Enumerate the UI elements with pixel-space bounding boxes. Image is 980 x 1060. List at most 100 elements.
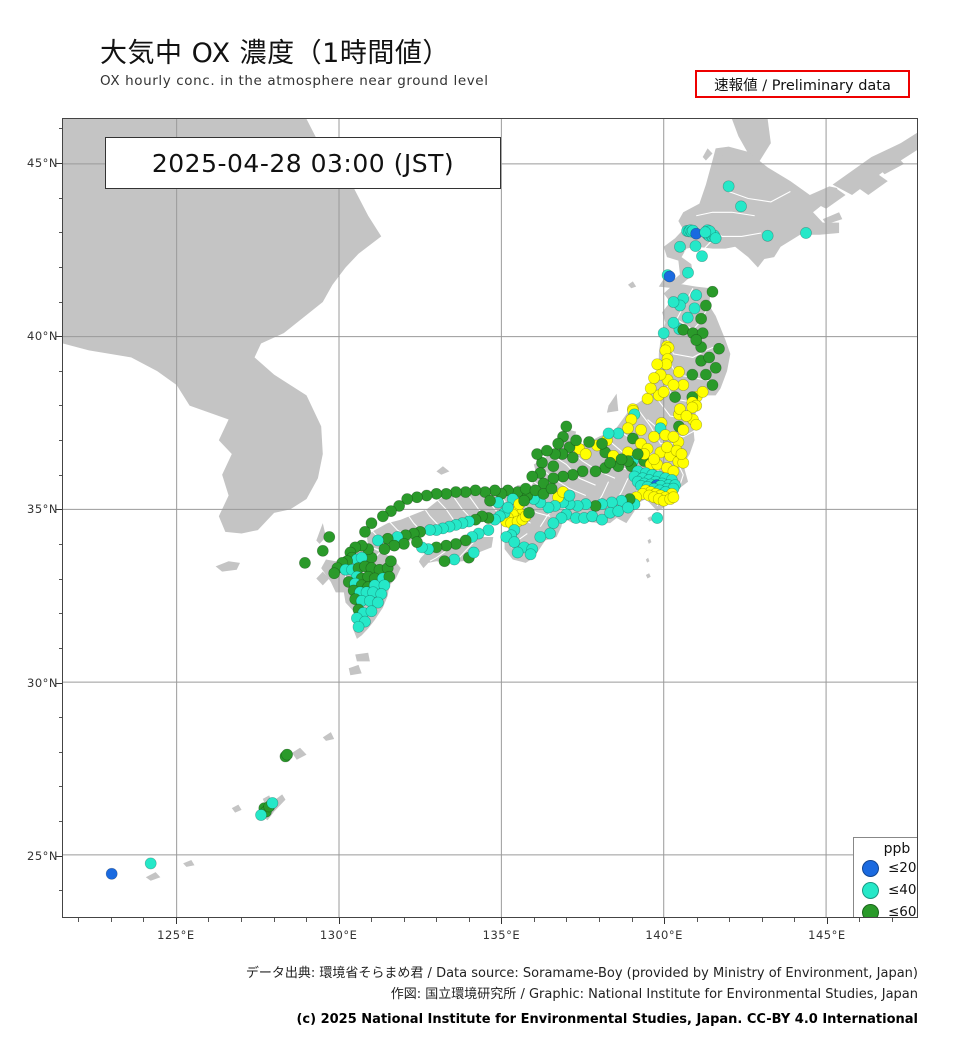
lon-minor-tick [241, 918, 242, 922]
legend-label: ≤60 [888, 904, 917, 918]
island-ishigaki [145, 872, 161, 881]
station-point [677, 424, 690, 436]
station-point [700, 368, 712, 381]
island-miyako [183, 860, 195, 867]
station-point [657, 386, 670, 398]
lat-minor-tick [58, 647, 62, 649]
map-canvas [63, 119, 917, 917]
graticule-layer [63, 119, 917, 917]
station-point [706, 285, 719, 298]
station-point [540, 444, 553, 457]
station-point [440, 539, 453, 552]
station-point [648, 453, 660, 466]
lon-minor-tick [143, 918, 145, 922]
station-point [359, 525, 371, 538]
station-point [713, 342, 725, 355]
lat-minor-tick [58, 821, 62, 823]
station-point [401, 493, 414, 505]
lat-tick-label: 35°N [27, 502, 58, 517]
station-point [735, 200, 747, 213]
station-point [690, 334, 703, 346]
station-point [365, 517, 378, 530]
station-point [393, 500, 405, 512]
station-point [699, 226, 712, 239]
lon-minor-tick [273, 918, 275, 922]
station-point [411, 536, 423, 549]
map-plot-area[interactable]: 2025-04-28 03:00 (JST) ppb ≤20≤40≤60≤120… [62, 118, 918, 918]
title-block: 大気中 OX 濃度（1時間値） OX hourly conc. in the a… [100, 38, 489, 89]
lon-minor-tick [566, 918, 568, 922]
station-point [626, 432, 639, 445]
station-point [385, 555, 397, 568]
station-point [631, 448, 644, 460]
prefecture-border-44 [728, 191, 791, 203]
station-point [586, 510, 599, 523]
islands-kunashiri [822, 212, 843, 225]
island-tokara [322, 732, 335, 741]
island-kozu [645, 557, 650, 563]
lon-tick-label: 140°E [645, 928, 683, 942]
lat-minor-tick [58, 578, 62, 580]
lat-tick-mark [56, 336, 62, 338]
lat-tick-mark [56, 163, 62, 165]
station-point [648, 430, 660, 443]
lat-minor-tick [58, 128, 62, 130]
station-point [467, 546, 480, 559]
island-kume [231, 804, 242, 813]
station-point [761, 229, 774, 242]
station-point [328, 567, 341, 580]
station-point [709, 361, 722, 374]
station-point [635, 424, 647, 436]
station-point [673, 365, 685, 378]
lon-tick-label: 145°E [808, 928, 846, 942]
lon-minor-tick [891, 918, 893, 922]
legend-label: ≤40 [888, 882, 917, 898]
lat-tick-mark [56, 682, 62, 684]
station-point [651, 512, 664, 524]
station-point [589, 465, 602, 478]
lat-minor-tick [58, 266, 62, 268]
station-point [420, 489, 433, 502]
station-point [667, 430, 680, 443]
station-point [255, 809, 267, 821]
lon-minor-tick [306, 918, 308, 922]
islands-kuril-s1 [858, 174, 888, 196]
footer-copyright: (c) 2025 National Institute for Environm… [296, 1012, 918, 1028]
station-point [800, 227, 812, 239]
station-point [583, 436, 595, 448]
lon-minor-tick [371, 918, 373, 922]
station-point [518, 494, 531, 507]
island-jeju [215, 561, 240, 572]
lat-minor-tick [58, 717, 62, 719]
lat-tick-mark [56, 855, 62, 857]
station-point [489, 484, 501, 497]
station-point [651, 358, 664, 371]
lat-tick-label: 25°N [27, 848, 58, 863]
legend-row: ≤40 [854, 879, 917, 901]
station-point [604, 456, 617, 469]
lon-tick-label: 135°E [482, 928, 521, 942]
station-point [547, 472, 560, 485]
station-point [531, 448, 543, 460]
lat-minor-tick [58, 405, 62, 407]
station-point [469, 484, 482, 497]
lon-minor-tick [110, 918, 112, 922]
station-point [144, 857, 157, 870]
island-hokkaido [658, 146, 840, 289]
station-point [570, 434, 582, 447]
station-point [511, 546, 524, 559]
station-point [555, 512, 568, 524]
station-point [560, 420, 573, 433]
station-point [534, 531, 547, 543]
lon-minor-tick [403, 918, 405, 922]
island-sado [606, 393, 619, 413]
station-point [644, 382, 657, 395]
legend-swatch-icon [862, 859, 879, 877]
station-point [385, 505, 397, 518]
lat-minor-tick [58, 543, 62, 545]
station-point [700, 299, 712, 312]
station-point [622, 501, 634, 514]
station-point [667, 379, 680, 391]
lon-tick-mark [175, 918, 177, 924]
station-point [449, 486, 462, 498]
